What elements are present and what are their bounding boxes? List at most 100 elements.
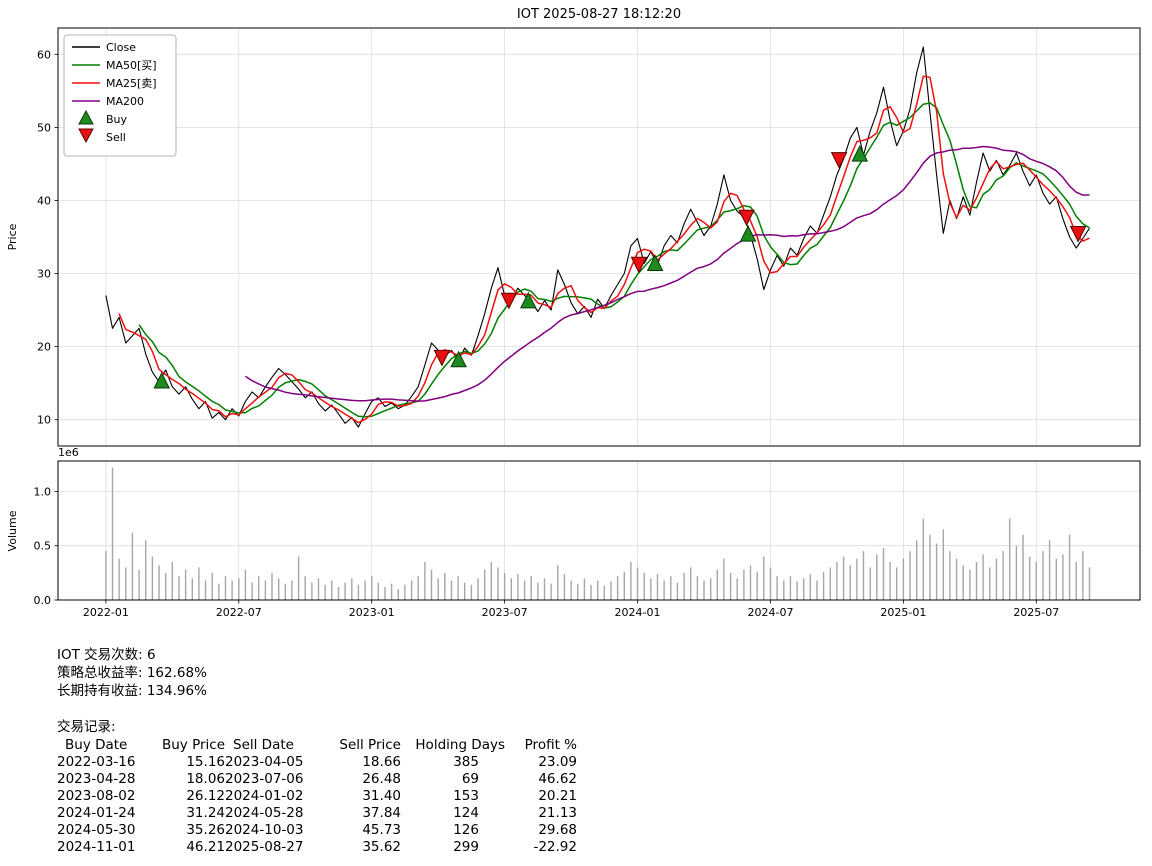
trade-row: 2023-04-28 18.06 2023-07-06 26.48 69 46.62	[57, 771, 1152, 788]
x-tick-label: 2023-01	[349, 606, 395, 619]
price-tick-label: 10	[37, 414, 51, 427]
trade-buy-date: 2023-04-28	[57, 771, 136, 787]
price-tick-label: 40	[37, 195, 51, 208]
trade-profit-pct: -22.92	[533, 839, 577, 855]
strategy-report: IOT 交易次数: 6 策略总收益率: 162.68% 长期持有收益: 134.…	[0, 630, 1152, 856]
trade-sell-price: 45.73	[362, 822, 401, 838]
trade-sell-price: 31.40	[362, 788, 401, 804]
volume-offset-label: 1e6	[58, 446, 79, 459]
trade-buy-date: 2024-05-30	[57, 822, 136, 838]
sell-marker	[500, 292, 518, 310]
trade-sell-price: 26.48	[362, 771, 401, 787]
trade-buy-price: 31.24	[186, 805, 225, 821]
trade-profit-pct: 29.68	[538, 822, 577, 838]
volume-axis-label: Volume	[6, 510, 19, 551]
close-line	[105, 46, 1090, 428]
trade-sell-date: 2024-10-03	[225, 822, 304, 838]
x-tick-label: 2024-01	[615, 606, 661, 619]
trade-table-header: Buy Date Buy Price Sell Date Sell Price Hold…	[57, 737, 1152, 754]
trade-holding-days: 124	[453, 805, 479, 821]
sell-marker	[433, 349, 451, 367]
trade-row: 2024-01-24 31.24 2024-05-28 37.84 124 21.13	[57, 805, 1152, 822]
trade-profit-pct: 20.21	[538, 788, 577, 804]
trade-sell-price: 18.66	[362, 754, 401, 770]
trade-holding-days: 153	[453, 788, 479, 804]
header-sell-date: Sell Date	[233, 737, 294, 753]
x-tick-label: 2025-01	[880, 606, 926, 619]
trade-holding-days: 69	[461, 771, 479, 787]
legend-label: Close	[106, 41, 136, 54]
ma25-line	[118, 75, 1090, 424]
sell-marker	[1069, 226, 1087, 243]
trade-buy-price: 46.21	[186, 839, 225, 855]
trade-row: 2024-05-30 35.26 2024-10-03 45.73 126 29.68	[57, 822, 1152, 839]
header-holding-days: Holding Days	[415, 737, 505, 753]
header-profit-: Profit %	[524, 737, 577, 753]
volume-tick-label: 1.0	[34, 485, 52, 498]
trade-sell-price: 37.84	[362, 805, 401, 821]
x-tick-label: 2023-07	[482, 606, 528, 619]
trade-sell-date: 2024-01-02	[225, 788, 304, 804]
x-tick-label: 2024-07	[748, 606, 794, 619]
legend-label: MA200	[106, 95, 144, 108]
buy-marker	[646, 254, 664, 271]
price-tick-label: 20	[37, 341, 51, 354]
trade-buy-date: 2024-11-01	[57, 839, 136, 855]
legend-label: Sell	[106, 131, 126, 144]
header-buy-price: Buy Price	[161, 737, 225, 753]
buy-marker	[153, 371, 171, 389]
trade-row: 2022-03-16 15.16 2023-04-05 18.66 385 23.09	[57, 754, 1152, 771]
price-panel-border	[57, 27, 1141, 447]
trade-sell-price: 35.62	[362, 839, 401, 855]
trade-sell-date: 2023-04-05	[225, 754, 304, 770]
x-tick-label: 2022-01	[83, 606, 129, 619]
legend: Close MA50[买] MA25[卖] MA200 Buy Sell	[63, 34, 177, 157]
x-tick-label: 2025-07	[1013, 606, 1059, 619]
trade-sell-date: 2024-05-28	[225, 805, 304, 821]
sell-marker	[830, 152, 848, 169]
sell-marker	[738, 209, 755, 227]
volume-tick-label: 0.5	[34, 540, 52, 553]
spacer	[57, 700, 1152, 718]
legend-label: MA50[买]	[106, 59, 157, 72]
price-tick-label: 50	[37, 121, 51, 134]
trade-profit-pct: 23.09	[538, 754, 577, 770]
volume-panel-border	[57, 460, 1141, 601]
trade-buy-date: 2024-01-24	[57, 805, 136, 821]
trade-row: 2024-11-01 46.21 2025-08-27 35.62 299 -22.92	[57, 839, 1152, 856]
volume-bars	[105, 467, 1091, 601]
chart-title: IOT 2025-08-27 18:12:20	[517, 7, 681, 22]
trade-row: 2023-08-02 26.12 2024-01-02 31.40 153 20.21	[57, 788, 1152, 805]
price-tick-label: 60	[37, 48, 51, 61]
header-buy-date: Buy Date	[65, 737, 128, 753]
buy-marker	[851, 144, 869, 162]
records-heading: 交易记录:	[57, 719, 116, 735]
ma50-line	[138, 102, 1090, 418]
legend-label: MA25[卖]	[106, 77, 157, 90]
gridlines	[58, 28, 1140, 601]
price-axis-label: Price	[6, 223, 19, 250]
trade-count-line: IOT 交易次数: 6	[57, 647, 156, 663]
buy-marker	[739, 224, 757, 242]
trade-buy-price: 18.06	[186, 771, 225, 787]
trade-markers	[153, 144, 1087, 389]
trade-buy-price: 26.12	[186, 788, 225, 804]
hold-return-line: 长期持有收益: 134.96%	[57, 683, 207, 699]
legend-label: Buy	[106, 113, 128, 126]
strategy-return-line: 策略总收益率: 162.68%	[57, 665, 207, 681]
legend-buy-icon	[78, 109, 94, 125]
volume-tick-label: 0.0	[34, 594, 52, 607]
trade-holding-days: 126	[453, 822, 479, 838]
trade-buy-price: 15.16	[186, 754, 225, 770]
header-sell-price: Sell Price	[339, 737, 401, 753]
trade-buy-date: 2022-03-16	[57, 754, 136, 770]
trade-buy-price: 35.26	[186, 822, 225, 838]
trade-holding-days: 299	[453, 839, 479, 855]
buy-marker	[450, 350, 467, 368]
price-tick-label: 30	[37, 268, 51, 281]
stock-chart: 2022-01 2022-07 2023-01 2023-07 2024-01 2024-…	[6, 7, 1141, 619]
trade-profit-pct: 46.62	[538, 771, 577, 787]
trade-table: Buy Date Buy Price Sell Date Sell Price Hold…	[57, 737, 1152, 856]
axis-ticks: 2022-01 2022-07 2023-01 2023-07 2024-01 2024-…	[34, 48, 1060, 619]
